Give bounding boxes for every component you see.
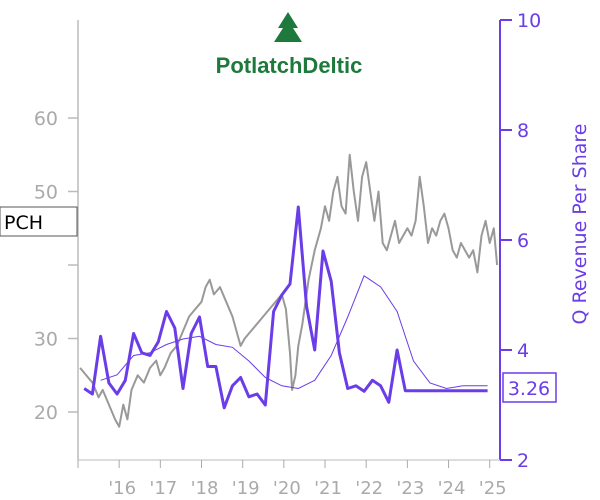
left-tick-label: 50: [34, 182, 58, 204]
x-tick-label: '21: [314, 478, 342, 499]
revenue-line: [83, 205, 488, 410]
left-tick-label: 30: [34, 329, 58, 351]
series-layer: [79, 153, 499, 428]
ticker-label: PCH: [4, 212, 43, 234]
left-axis: 20 30 50 60: [34, 108, 78, 424]
ticker-badge: PCH: [0, 206, 78, 237]
right-axis: 2 4 6 8 10: [500, 10, 541, 472]
left-tick-label: 20: [34, 402, 58, 424]
x-tick-label: '23: [396, 478, 424, 499]
right-tick-label: 4: [517, 340, 529, 362]
right-axis-label: Q Revenue Per Share: [569, 124, 591, 325]
logo-text: PotlatchDeltic: [216, 53, 363, 78]
right-tick-label: 6: [517, 230, 529, 252]
x-tick-label: '18: [191, 478, 219, 499]
x-tick-label: '25: [479, 478, 507, 499]
last-value-label: 3.26: [508, 378, 550, 400]
x-tick-label: '19: [232, 478, 260, 499]
revenue-trend-line: [100, 275, 488, 390]
right-tick-label: 8: [517, 120, 529, 142]
price-line: [79, 153, 499, 428]
right-tick-label: 2: [517, 450, 529, 472]
x-tick-label: '17: [149, 478, 177, 499]
left-tick-label: 60: [34, 108, 58, 130]
last-value-badge: 3.26: [502, 372, 557, 403]
right-tick-label: 10: [517, 10, 541, 32]
company-logo: PotlatchDeltic: [216, 12, 363, 78]
x-tick-label: '16: [108, 478, 136, 499]
tree-logo-icon: [274, 12, 302, 42]
x-axis: '16 '17 '18 '19 '20 '21 '22 '23 '24 '25: [77, 460, 507, 499]
x-tick-label: '24: [438, 478, 466, 499]
x-tick-label: '20: [273, 478, 301, 499]
x-tick-label: '22: [355, 478, 383, 499]
